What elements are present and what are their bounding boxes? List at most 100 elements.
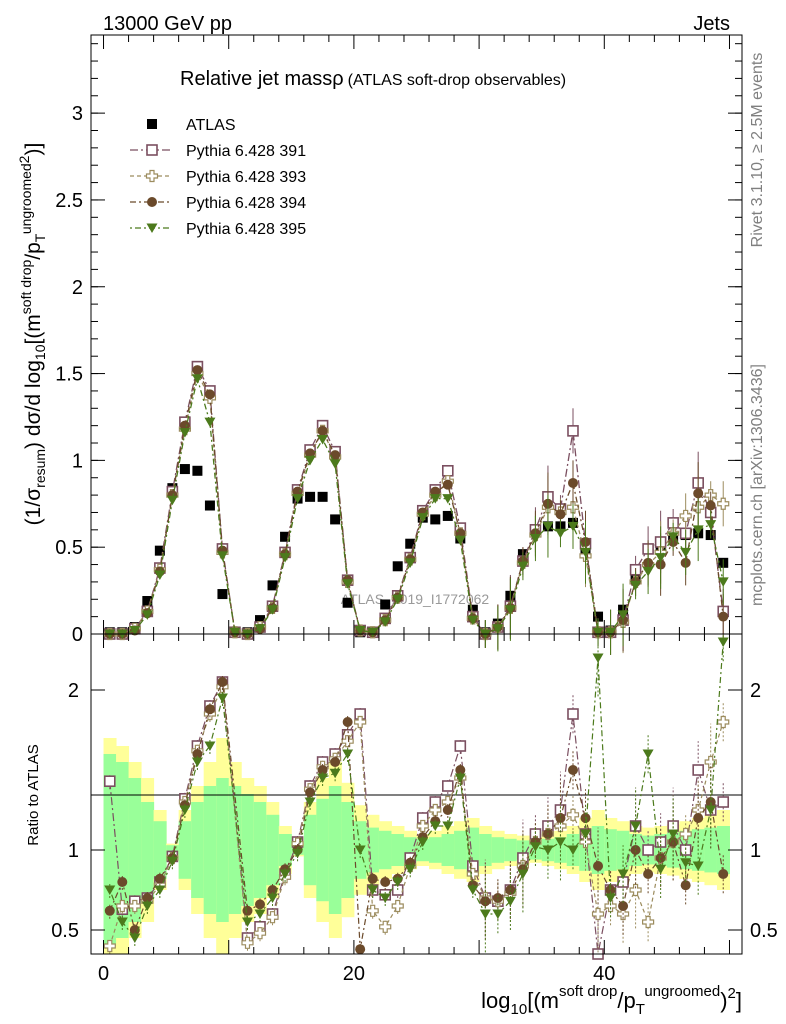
data-point: [630, 580, 642, 591]
ratio-point: [279, 869, 291, 879]
data-point: [217, 589, 228, 600]
x-tick-label: 40: [593, 963, 615, 985]
main-y-label: (1/σresum) dσ/d log10[(msoft drop/pTungr…: [16, 143, 48, 526]
ratio-point: [416, 819, 429, 833]
data-point: [717, 497, 730, 510]
main-title-sub: (ATLAS soft-drop observables): [348, 72, 566, 89]
data-point: [179, 464, 190, 475]
ratio-point: [618, 901, 629, 911]
main-title: Relative jet massρ (ATLAS soft-drop obser…: [180, 68, 566, 90]
x-axis-label: log10[(msoft drop/pTungroomed)2]: [481, 983, 742, 1018]
rivet-label: Rivet 3.1.10, ≥ 2.5M events: [749, 53, 766, 248]
data-point: [567, 477, 578, 488]
ratio-point: [517, 869, 529, 879]
uncertainty-band-inner: [166, 845, 180, 855]
ratio-point: [429, 803, 442, 817]
uncertainty-band-inner: [454, 830, 468, 870]
ratio-point: [241, 917, 253, 927]
ratio-point: [454, 773, 466, 783]
header-right: Jets: [693, 13, 730, 35]
legend-marker: [147, 197, 157, 207]
data-point: [192, 365, 203, 376]
legend-marker: [146, 144, 158, 156]
ratio-point: [705, 797, 716, 807]
uncertainty-band-inner: [554, 837, 568, 863]
data-point: [442, 494, 454, 504]
ratio-point: [643, 869, 654, 879]
data-point: [679, 509, 692, 523]
data-point: [555, 509, 566, 520]
ratio-point: [305, 787, 316, 798]
data-point: [442, 479, 453, 490]
uncertainty-band-inner: [591, 826, 605, 874]
uncertainty-band-inner: [216, 778, 230, 922]
uncertainty-band-inner: [328, 786, 342, 914]
data-point: [717, 577, 729, 587]
data-point: [392, 594, 404, 605]
watermark: ATLAS_2019_I1772062: [341, 591, 490, 607]
uncertainty-band-inner: [191, 802, 205, 898]
data-point: [592, 627, 604, 638]
ratio-point: [417, 837, 429, 847]
ratio-y-tick-label: 2: [68, 680, 79, 702]
y-tick-label: 2.5: [55, 190, 83, 212]
y-tick-label: 1.5: [55, 364, 83, 386]
watermark-text: ATLAS_2019_I1772062: [341, 591, 490, 607]
data-point: [380, 599, 391, 610]
ratio-point: [267, 893, 279, 903]
ratio-point: [667, 829, 679, 839]
uncertainty-band-inner: [504, 838, 518, 862]
data-point: [292, 494, 304, 504]
uncertainty-band-inner: [378, 830, 392, 870]
data-point: [192, 465, 203, 476]
data-point: [255, 615, 266, 626]
legend-label: Pythia 6.428 395: [186, 221, 306, 238]
uncertainty-band-inner: [266, 814, 280, 886]
data-point: [204, 389, 215, 400]
ratio-point: [680, 880, 691, 891]
ratio-point: [704, 755, 717, 769]
ratio-point: [441, 780, 454, 792]
data-point: [204, 417, 216, 428]
ratio-point: [116, 917, 128, 927]
ratio-point: [104, 885, 116, 895]
ratio-point: [367, 873, 378, 884]
y-tick-label: 3: [72, 103, 83, 125]
data-point: [404, 558, 416, 568]
mcplots-label: mcplots.cern.ch [arXiv:1306.3436]: [749, 364, 766, 606]
ratio-plot-frame: [90, 633, 743, 955]
legend-marker: [145, 169, 159, 183]
ratio-point: [692, 861, 704, 871]
ratio-point: [104, 905, 115, 916]
data-point: [467, 604, 478, 615]
ratio-point: [154, 873, 165, 884]
data-point: [166, 495, 178, 506]
data-point: [492, 624, 504, 634]
ratio-point: [154, 885, 166, 895]
data-point: [191, 374, 203, 384]
ratio-point: [692, 764, 704, 776]
ratio-point: [717, 637, 729, 647]
ratio-point: [404, 864, 416, 875]
ratio-point: [204, 741, 216, 751]
data-point: [692, 525, 704, 535]
data-point: [330, 450, 341, 461]
ratio-point: [442, 821, 454, 831]
data-point: [529, 534, 541, 544]
data-point: [605, 627, 617, 638]
ratio-point: [642, 915, 655, 929]
ratio-series-3: [104, 634, 729, 953]
ratio-point: [379, 893, 391, 903]
ratio-point: [429, 821, 441, 831]
data-point: [317, 491, 328, 502]
ratio-point: [204, 704, 215, 715]
ratio-point: [241, 936, 254, 949]
data-point: [554, 528, 566, 539]
ratio-point: [567, 845, 579, 855]
data-point: [417, 513, 429, 523]
ratio-point: [141, 901, 153, 911]
ratio-point: [317, 773, 329, 783]
ratio-point: [566, 808, 580, 821]
ratio-point: [380, 877, 391, 887]
uncertainty-band-inner: [253, 802, 267, 898]
